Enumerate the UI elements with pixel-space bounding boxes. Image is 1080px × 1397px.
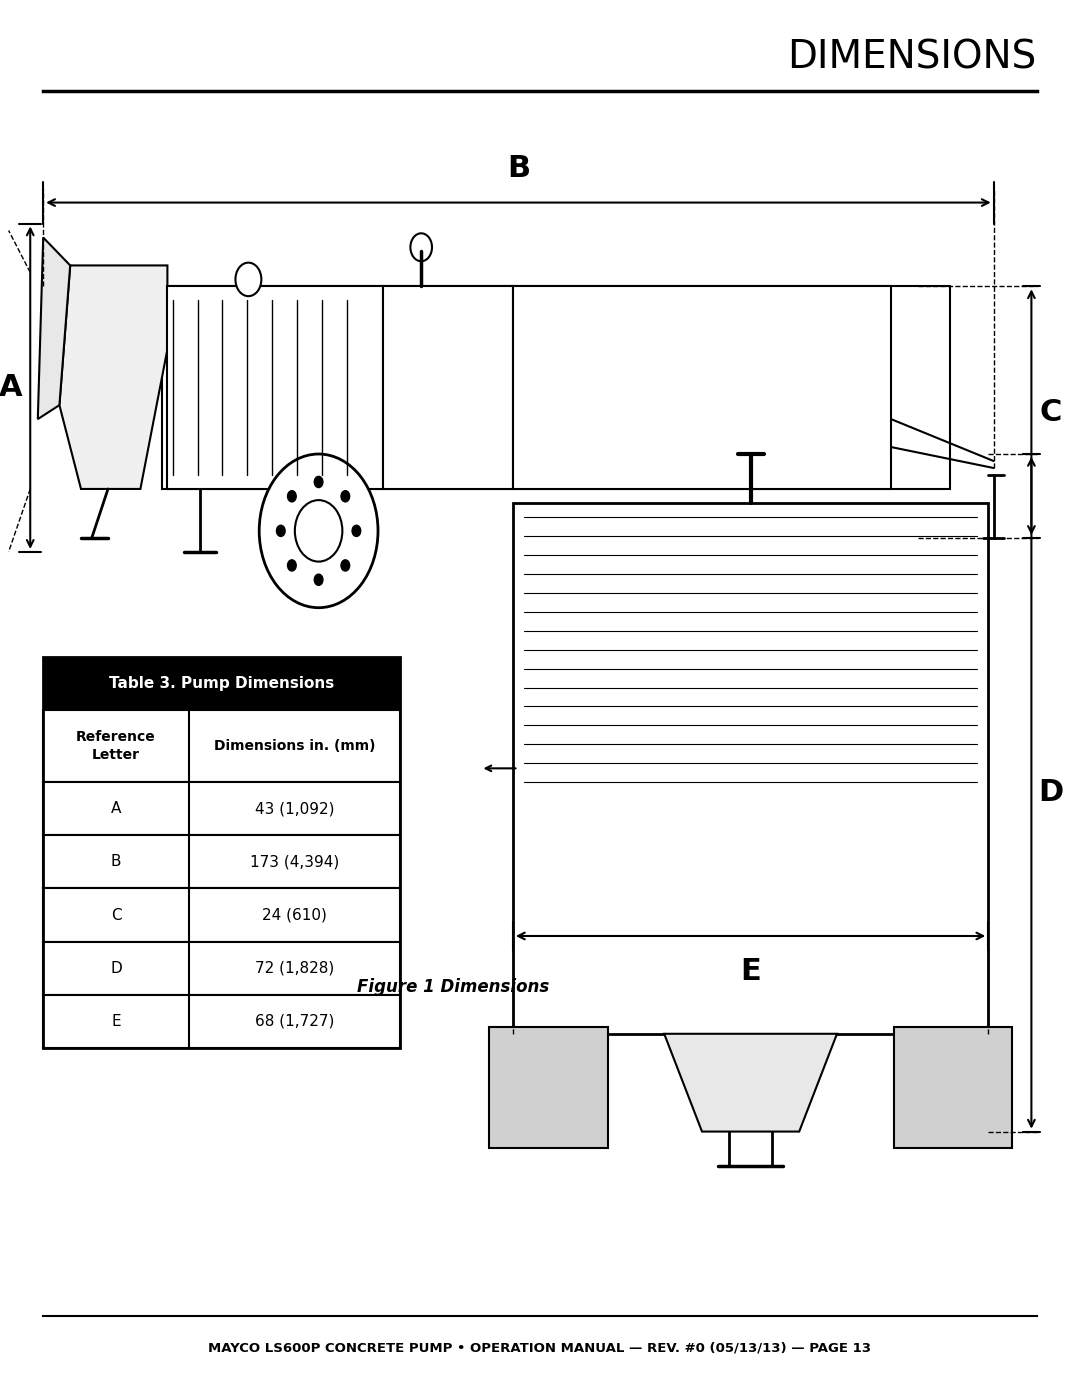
- FancyBboxPatch shape: [43, 942, 400, 995]
- Text: 43 (1,092): 43 (1,092): [255, 802, 334, 816]
- Circle shape: [341, 490, 350, 502]
- Text: 72 (1,828): 72 (1,828): [255, 961, 334, 975]
- FancyBboxPatch shape: [43, 995, 400, 1048]
- Text: D: D: [1038, 778, 1064, 807]
- Text: B: B: [507, 154, 530, 183]
- FancyBboxPatch shape: [43, 782, 400, 835]
- Text: C: C: [111, 908, 121, 922]
- Text: D: D: [110, 961, 122, 975]
- Circle shape: [295, 500, 342, 562]
- Text: DIMENSIONS: DIMENSIONS: [787, 39, 1037, 77]
- Text: B: B: [111, 855, 121, 869]
- Circle shape: [352, 525, 361, 536]
- Text: C: C: [1040, 398, 1062, 426]
- Circle shape: [235, 263, 261, 296]
- Circle shape: [287, 490, 296, 502]
- Circle shape: [259, 454, 378, 608]
- Text: MAYCO LS600P CONCRETE PUMP • OPERATION MANUAL — REV. #0 (05/13/13) — PAGE 13: MAYCO LS600P CONCRETE PUMP • OPERATION M…: [208, 1341, 872, 1355]
- Text: Dimensions in. (mm): Dimensions in. (mm): [214, 739, 375, 753]
- FancyBboxPatch shape: [162, 286, 950, 489]
- FancyBboxPatch shape: [43, 657, 400, 710]
- FancyBboxPatch shape: [383, 286, 513, 489]
- FancyBboxPatch shape: [43, 835, 400, 888]
- Text: Reference
Letter: Reference Letter: [77, 731, 156, 761]
- Circle shape: [314, 574, 323, 585]
- Circle shape: [341, 560, 350, 571]
- FancyBboxPatch shape: [513, 503, 988, 1034]
- Polygon shape: [38, 237, 70, 419]
- Text: Figure 1 Dimensions: Figure 1 Dimensions: [357, 978, 550, 996]
- Circle shape: [287, 560, 296, 571]
- Bar: [488, 1027, 607, 1148]
- Text: A: A: [0, 373, 23, 402]
- Polygon shape: [664, 1034, 837, 1132]
- Polygon shape: [59, 265, 167, 489]
- Text: 68 (1,727): 68 (1,727): [255, 1014, 334, 1028]
- Text: E: E: [111, 1014, 121, 1028]
- Bar: [894, 1027, 1012, 1148]
- FancyBboxPatch shape: [513, 286, 891, 489]
- FancyBboxPatch shape: [167, 286, 383, 489]
- Circle shape: [276, 525, 285, 536]
- FancyBboxPatch shape: [43, 888, 400, 942]
- Text: Table 3. Pump Dimensions: Table 3. Pump Dimensions: [109, 676, 334, 690]
- FancyBboxPatch shape: [43, 710, 400, 782]
- Text: A: A: [111, 802, 121, 816]
- Circle shape: [314, 476, 323, 488]
- Circle shape: [410, 233, 432, 261]
- Text: 173 (4,394): 173 (4,394): [249, 855, 339, 869]
- Text: 24 (610): 24 (610): [261, 908, 327, 922]
- Text: E: E: [740, 957, 761, 986]
